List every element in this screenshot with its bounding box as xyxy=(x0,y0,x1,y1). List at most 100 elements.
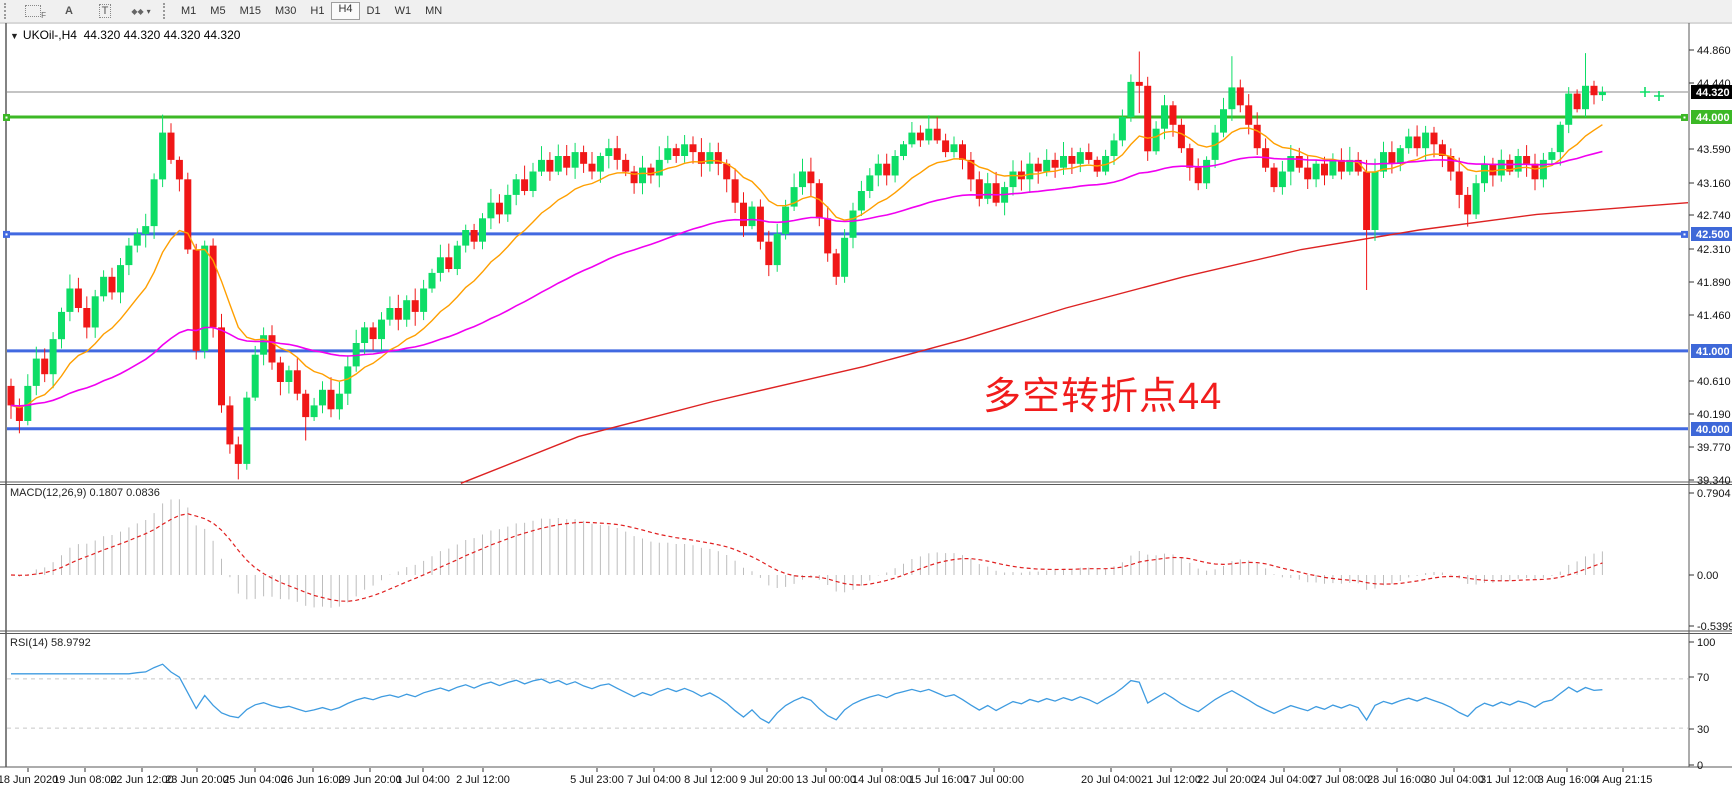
timeframes-toolbar-grip[interactable] xyxy=(163,3,170,19)
time-tick-label: 24 Jul 04:00 xyxy=(1254,774,1314,786)
macd-indicator-label: MACD(12,26,9) 0.1807 0.0836 xyxy=(10,487,160,499)
price-tick-label: 42.740 xyxy=(1697,210,1731,222)
time-tick-label: 28 Jul 16:00 xyxy=(1367,774,1427,786)
macd-histogram xyxy=(18,499,1603,608)
price-badge-label: 42.500 xyxy=(1696,229,1730,241)
time-tick-label: 23 Jun 20:00 xyxy=(165,774,229,786)
timeframe-button-w1[interactable]: W1 xyxy=(394,5,412,17)
chart-area[interactable]: 44.860 44.440 43.590 43.160 42.740 42.310 41.8… xyxy=(0,22,1732,793)
support-resistance-44-handle-center xyxy=(5,116,8,119)
chart-toolbar: F A T ◆◆ ▾ M1 M5 M15 M30 H1 H4 D1 W1 MN xyxy=(0,0,1732,23)
candlestick-series xyxy=(7,51,1606,480)
rsi-tick-label: 0 xyxy=(1697,760,1703,772)
magenta-moving-average-line xyxy=(10,150,1603,407)
timeframe-button-m15[interactable]: M15 xyxy=(239,5,261,17)
time-tick-label: 31 Jul 12:00 xyxy=(1480,774,1540,786)
text-tool-button[interactable]: T xyxy=(88,2,122,20)
indicator-tool-button[interactable]: ◆◆ ▾ xyxy=(124,2,158,20)
rsi-indicator-label: RSI(14) 58.9792 xyxy=(10,637,91,649)
time-tick-label: 4 Aug 21:15 xyxy=(1594,774,1653,786)
price-badge xyxy=(1691,344,1732,358)
time-tick-label: 8 Jul 12:00 xyxy=(684,774,738,786)
last-price-marker-icon xyxy=(1654,91,1664,101)
chart-text-annotation[interactable]: 多空转折点44 xyxy=(983,376,1223,418)
toolbar-grip[interactable] xyxy=(4,3,11,19)
price-badge-label: 41.000 xyxy=(1696,346,1730,358)
time-tick-label: 19 Jun 08:00 xyxy=(53,774,117,786)
timeframe-button-m30[interactable]: M30 xyxy=(274,5,297,17)
time-tick-label: 1 Jul 04:00 xyxy=(396,774,450,786)
price-tick-label: 43.160 xyxy=(1697,178,1731,190)
time-tick-label: 22 Jul 20:00 xyxy=(1197,774,1257,786)
time-tick-label: 29 Jun 20:00 xyxy=(338,774,402,786)
timeframe-button-m5[interactable]: M5 xyxy=(210,5,226,17)
price-badge xyxy=(1691,85,1732,99)
time-tick-label: 14 Jul 08:00 xyxy=(852,774,912,786)
time-tick-label: 15 Jul 16:00 xyxy=(909,774,969,786)
chevron-down-icon: ▾ xyxy=(146,6,151,16)
cursor-tool-button[interactable]: A xyxy=(52,2,86,20)
time-tick-label: 17 Jul 00:00 xyxy=(964,774,1024,786)
chart-title: ▼ UKOil-,H4 44.320 44.320 44.320 44.320 xyxy=(10,28,240,42)
cursor-a-icon: A xyxy=(65,5,73,17)
symbol-timeframe-label: UKOil-,H4 xyxy=(22,28,77,42)
support-42.5-handle-center xyxy=(1683,233,1686,236)
price-badge-label: 44.000 xyxy=(1696,112,1730,124)
price-badge-label: 44.320 xyxy=(1696,87,1730,99)
price-tick-label: 42.310 xyxy=(1697,244,1731,256)
rsi-line xyxy=(11,663,1603,724)
time-tick-label: 22 Jun 12:00 xyxy=(110,774,174,786)
time-tick-label: 3 Aug 16:00 xyxy=(1538,774,1597,786)
ohlc-values: 44.320 44.320 44.320 44.320 xyxy=(83,28,241,42)
time-tick-label: 13 Jul 00:00 xyxy=(796,774,856,786)
symbol-dropdown-icon[interactable]: ▼ xyxy=(10,31,19,41)
chart-background xyxy=(0,22,1732,793)
time-tick-label: 18 Jun 2020 xyxy=(0,774,58,786)
time-tick-label: 9 Jul 20:00 xyxy=(740,774,794,786)
time-tick-label: 30 Jul 04:00 xyxy=(1424,774,1484,786)
rsi-tick-label: 30 xyxy=(1697,724,1709,736)
last-price-marker-icon xyxy=(1640,87,1650,97)
template-button[interactable]: F xyxy=(16,2,50,20)
macd-tick-label: 0.00 xyxy=(1697,570,1718,582)
price-tick-label: 39.770 xyxy=(1697,442,1731,454)
timeframe-button-m1[interactable]: M1 xyxy=(181,5,197,17)
rsi-tick-label: 70 xyxy=(1697,672,1709,684)
template-f-icon: F xyxy=(25,5,46,20)
price-badge-label: 40.000 xyxy=(1696,424,1730,436)
timeframe-button-h1[interactable]: H1 xyxy=(310,5,325,17)
text-tool-icon: T xyxy=(98,4,112,18)
time-tick-label: 26 Jun 16:00 xyxy=(281,774,345,786)
price-tick-label: 44.860 xyxy=(1697,45,1731,57)
price-badge xyxy=(1691,422,1732,436)
time-tick-label: 20 Jul 04:00 xyxy=(1081,774,1141,786)
macd-tick-label: -0.5399 xyxy=(1697,621,1732,633)
indicator-arrows-icon: ◆◆ xyxy=(131,6,144,16)
price-tick-label: 41.890 xyxy=(1697,277,1731,289)
time-tick-label: 7 Jul 04:00 xyxy=(627,774,681,786)
timeframe-button-mn[interactable]: MN xyxy=(425,5,443,17)
support-resistance-44-handle-center xyxy=(1683,116,1686,119)
macd-tick-label: 0.7904 xyxy=(1697,488,1731,500)
price-tick-label: 43.590 xyxy=(1697,144,1731,156)
macd-signal-line xyxy=(10,513,1603,602)
time-tick-label: 2 Jul 12:00 xyxy=(456,774,510,786)
time-tick-label: 21 Jul 12:00 xyxy=(1141,774,1201,786)
price-tick-label: 39.340 xyxy=(1697,475,1731,487)
timeframe-button-d1[interactable]: D1 xyxy=(366,5,381,17)
timeframe-button-h4[interactable]: H4 xyxy=(331,2,360,20)
price-badge xyxy=(1691,227,1732,241)
time-tick-label: 25 Jun 04:00 xyxy=(223,774,287,786)
rsi-tick-label: 100 xyxy=(1697,637,1715,649)
support-42.5-handle-center xyxy=(5,233,8,236)
time-tick-label: 27 Jul 08:00 xyxy=(1310,774,1370,786)
red-moving-average-line xyxy=(460,202,1689,484)
price-tick-label: 40.610 xyxy=(1697,376,1731,388)
price-tick-label: 40.190 xyxy=(1697,409,1731,421)
price-tick-label: 41.460 xyxy=(1697,310,1731,322)
time-tick-label: 5 Jul 23:00 xyxy=(570,774,624,786)
chart-canvas[interactable]: 44.86044.44043.59043.16042.74042.31041.8… xyxy=(0,22,1732,793)
price-badge xyxy=(1691,110,1732,124)
timeframe-button-group: M1 M5 M15 M30 H1 H4 D1 W1 MN xyxy=(174,2,449,20)
